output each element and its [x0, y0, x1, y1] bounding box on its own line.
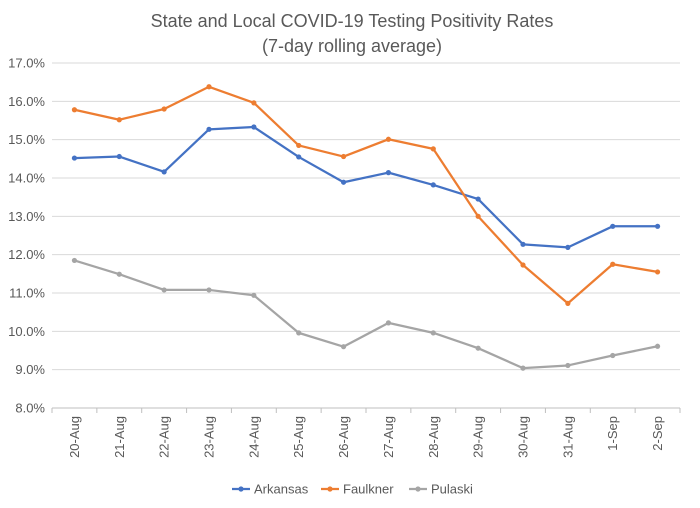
data-point-pulaski	[161, 287, 167, 293]
data-point-arkansas	[161, 169, 167, 175]
gridlines	[52, 62, 680, 409]
x-axis-ticks: 20-Aug 21-Aug 22-Aug 23-Aug 24-Aug 25-Aug 26-A…	[51, 408, 681, 458]
data-point-faulkner	[116, 117, 122, 123]
data-point-faulkner	[565, 300, 571, 306]
y-tick-label: 11.0%	[9, 286, 45, 301]
series-lines	[71, 84, 661, 371]
legend-label-pulaski: Pulaski	[431, 482, 473, 497]
series-line-pulaski	[73, 259, 659, 370]
x-tick-label: 30-Aug	[516, 416, 531, 458]
data-point-pulaski	[251, 292, 257, 298]
data-point-pulaski	[116, 271, 122, 277]
data-point-pulaski	[71, 257, 78, 264]
y-tick-label: 16.0%	[8, 94, 45, 109]
data-point-faulkner	[206, 84, 212, 90]
data-point-arkansas	[565, 244, 571, 250]
data-point-faulkner	[430, 146, 436, 152]
data-point-arkansas	[610, 223, 616, 229]
y-tick-label: 14.0%	[8, 171, 45, 186]
legend-marker-pulaski	[415, 486, 421, 492]
data-point-pulaski	[475, 345, 481, 351]
data-point-faulkner	[654, 269, 661, 275]
data-point-arkansas	[206, 126, 212, 132]
data-point-pulaski	[565, 362, 571, 369]
data-point-pulaski	[340, 344, 347, 350]
x-tick-label: 29-Aug	[471, 416, 486, 458]
data-point-arkansas	[296, 154, 302, 160]
x-tick-label: 23-Aug	[202, 416, 217, 458]
data-point-arkansas	[251, 124, 257, 130]
data-point-arkansas	[340, 179, 347, 185]
data-point-arkansas	[475, 196, 481, 202]
x-tick-label: 24-Aug	[246, 416, 261, 458]
data-point-arkansas	[430, 182, 436, 188]
y-tick-label: 12.0%	[8, 247, 45, 262]
x-tick-label: 26-Aug	[336, 416, 351, 458]
data-point-arkansas	[654, 223, 661, 229]
data-point-faulkner	[475, 213, 481, 219]
data-point-faulkner	[340, 153, 347, 160]
data-point-pulaski	[206, 287, 212, 293]
legend: Arkansas Faulkner Pulaski	[232, 482, 473, 497]
x-tick-label: 21-Aug	[112, 416, 127, 458]
x-tick-label: 25-Aug	[291, 416, 306, 458]
data-point-faulkner	[610, 261, 616, 267]
y-tick-label: 10.0%	[8, 324, 45, 339]
data-point-faulkner	[385, 136, 392, 142]
data-point-arkansas	[116, 153, 122, 160]
data-point-pulaski	[430, 330, 436, 336]
series-line-faulkner	[73, 85, 659, 305]
data-point-faulkner	[251, 100, 257, 106]
x-tick-label: 22-Aug	[157, 416, 172, 458]
y-axis-ticks: 8.0% 9.0% 10.0% 11.0% 12.0% 13.0% 14.0% 15.0% 16…	[8, 56, 45, 416]
legend-marker-faulkner	[327, 486, 333, 492]
legend-label-faulkner: Faulkner	[343, 482, 394, 497]
y-tick-label: 13.0%	[8, 209, 45, 224]
legend-label-arkansas: Arkansas	[254, 482, 309, 497]
data-point-pulaski	[654, 343, 661, 349]
y-tick-label: 15.0%	[8, 132, 45, 147]
series-line-arkansas	[73, 125, 659, 249]
data-point-pulaski	[385, 320, 392, 326]
data-point-pulaski	[520, 365, 526, 371]
x-tick-label: 28-Aug	[426, 416, 441, 458]
y-tick-label: 17.0%	[8, 56, 45, 71]
y-tick-label: 8.0%	[15, 401, 45, 416]
x-tick-label: 20-Aug	[67, 416, 82, 458]
data-point-faulkner	[161, 106, 167, 112]
x-tick-label: 1-Sep	[605, 416, 620, 451]
x-tick-label: 31-Aug	[560, 416, 575, 458]
data-point-arkansas	[71, 155, 78, 161]
x-tick-label: 2-Sep	[650, 416, 665, 451]
legend-marker-arkansas	[238, 486, 244, 492]
data-point-faulkner	[71, 107, 78, 113]
chart-title: State and Local COVID-19 Testing Positiv…	[151, 11, 554, 31]
data-point-pulaski	[296, 330, 302, 336]
data-point-pulaski	[610, 352, 616, 359]
data-point-faulkner	[296, 142, 302, 149]
x-tick-label: 27-Aug	[381, 416, 396, 458]
data-point-arkansas	[520, 241, 526, 247]
chart-subtitle: (7-day rolling average)	[262, 36, 442, 56]
data-point-faulkner	[520, 262, 526, 268]
data-point-arkansas	[385, 170, 392, 176]
y-tick-label: 9.0%	[15, 362, 45, 377]
